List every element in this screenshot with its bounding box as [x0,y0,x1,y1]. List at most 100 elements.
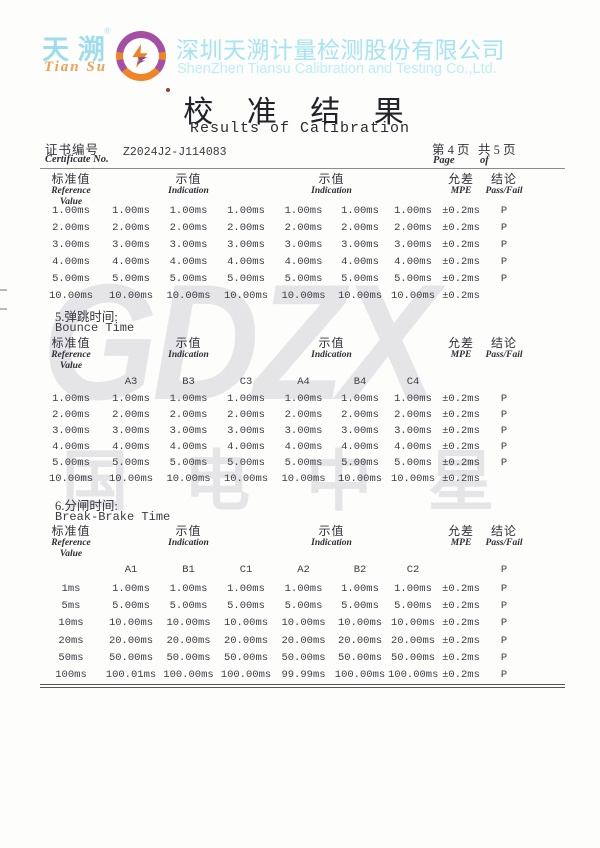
section5-title-en: Bounce Time [55,321,135,335]
table-cell: B1 [182,564,195,576]
table-cell: 10.00ms [223,289,269,302]
table-cell: P [500,238,508,251]
scan-edge-mark [0,289,7,291]
table-cell: 4.00ms [112,255,150,268]
scan-edge-mark [0,308,7,310]
table-row: 10ms 10.00ms 10.00ms 10.00ms 10.00ms 10.00ms 1… [40,615,524,632]
table-cell: B3 [182,376,195,388]
table-row: 50ms 50.00ms 50.00ms 50.00ms 50.00ms 50.00ms 5… [40,649,524,666]
table-cell: 10.00ms [337,289,383,302]
table-cell: 100.01ms [105,669,157,682]
table-cell: C4 [406,376,420,388]
table-cell: 2.00ms [284,409,323,421]
table-cell: 10.00ms [281,289,326,302]
table-cell: 2.00ms [52,221,90,234]
table-cell: P [500,582,508,595]
table-cell: 5.00ms [227,599,265,612]
table3-header: 标准值 Reference Value 示值 Indication 示值 Ind… [40,524,524,560]
table-cell: 10.00ms [108,617,154,630]
table-row: 20ms 20.00ms 20.00ms 20.00ms 20.00ms 20.00ms 2… [40,632,524,649]
table-cell: 10.00ms [166,289,211,302]
table-cell: 1.00ms [169,204,208,217]
table-cell: 10.00ms [281,617,326,630]
table-cell: 20.00ms [166,634,211,647]
table-cell: 3.00ms [227,425,265,437]
table-cell: ±0.2ms [442,473,480,485]
table-cell: 1.00ms [341,204,379,217]
table-cell: 10.00ms [337,473,383,485]
table-cell: ±0.2ms [442,441,480,453]
logo-wordmark-cn: 天溯 [42,35,114,65]
table-row: 100ms 100.01ms 100.00ms 100.00ms 99.99ms 100.… [40,666,524,683]
table-row: 5.00ms 5.00ms 5.00ms 5.00ms 5.00ms 5.00ms 5.00… [40,270,524,287]
column-header-indication-1: 示值 Indication [168,524,209,548]
column-header-mpe: 允差 MPE [447,524,474,548]
table-cell: 5.00ms [227,272,265,285]
table-cell: ±0.2ms [442,457,480,469]
table-cell: C2 [406,564,420,576]
column-header-indication-1: 示值 Indication [168,172,209,196]
table-cell: 4.00ms [227,441,265,453]
table-cell: 99.99ms [281,669,326,682]
table-cell: A4 [297,376,310,388]
table-cell: ±0.2ms [442,582,480,595]
table-cell: 4.00ms [341,255,379,268]
table-cell: P [500,669,508,682]
table-cell: 1ms [61,582,81,595]
table-cell: P [500,564,508,576]
table-cell: 3.00ms [284,238,323,251]
table-cell: 4.00ms [169,255,208,268]
table-row: 10.00ms 10.00ms 10.00ms 10.00ms 10.00ms 10.00… [40,287,524,304]
table-cell: 1.00ms [169,393,208,405]
table-cell: 2.00ms [169,221,208,234]
table-cell: 1.00ms [284,204,323,217]
column-header-mpe: 允差 MPE [447,172,474,196]
table-cell: 10.00ms [390,617,436,630]
registered-trademark-icon: ® [104,26,111,36]
table-cell: ±0.2ms [442,599,480,612]
table-cell: 5.00ms [112,457,150,469]
column-header-reference: 标准值 Reference Value [51,172,91,207]
table2-header: 标准值 Reference Value 示值 Indication 示值 Ind… [40,336,524,372]
table-cell: P [500,272,508,285]
table-cell: 1.00ms [284,393,323,405]
table-cell: 2.00ms [112,221,150,234]
table-cell: 50.00ms [337,651,383,664]
table-cell: 2.00ms [394,409,432,421]
table-cell: 10ms [58,617,84,630]
table-cell: 3.00ms [52,425,90,437]
scan-dot-artifact [166,88,170,92]
page-number-cn: 第 4 页 [432,143,470,157]
company-name-en: ShenZhen Tiansu Calibration and Testing … [177,61,497,77]
table-cell: 3.00ms [52,238,90,251]
table-cell: 4.00ms [227,255,265,268]
table-cell: 1.00ms [112,393,150,405]
table-row: 3.00ms 3.00ms 3.00ms 3.00ms 3.00ms 3.00ms 3.00… [40,423,524,439]
column-header-indication-2: 示值 Indication [311,336,352,360]
table3-body: 1ms 1.00ms 1.00ms 1.00ms 1.00ms 1.00ms 1.00ms ±… [40,580,524,684]
table-cell: 1.00ms [394,204,432,217]
section6-title-en: Break-Brake Time [55,510,171,524]
table-cell: P [500,393,508,405]
table-row: 1ms 1.00ms 1.00ms 1.00ms 1.00ms 1.00ms 1.00ms ±… [40,580,524,597]
lightning-bolt-icon [123,38,159,74]
table-cell: 100.00ms [388,669,439,682]
table-cell: 3.00ms [169,425,208,437]
table-row: A3 B3 C3 A4 B4 C4 [40,374,524,390]
column-header-indication-2: 示值 Indication [311,172,352,196]
table-cell: 10.00ms [166,617,211,630]
table-cell: 3.00ms [169,238,208,251]
table-cell: 3.00ms [112,425,150,437]
table-cell: P [500,409,508,421]
table-cell: 3.00ms [284,425,323,437]
table-cell: C1 [239,564,253,576]
table-cell: 3.00ms [341,425,379,437]
table-cell: ±0.2ms [442,204,480,217]
table-cell: P [500,457,508,469]
certificate-no-label-cn: 证书编号 [45,143,100,157]
table-cell: 3.00ms [227,238,265,251]
table-cell: 1.00ms [394,393,432,405]
table-cell: 10.00ms [108,289,154,302]
table-cell: 10.00ms [337,617,383,630]
section6-title-cn: 6.分闸时间: [55,499,118,513]
